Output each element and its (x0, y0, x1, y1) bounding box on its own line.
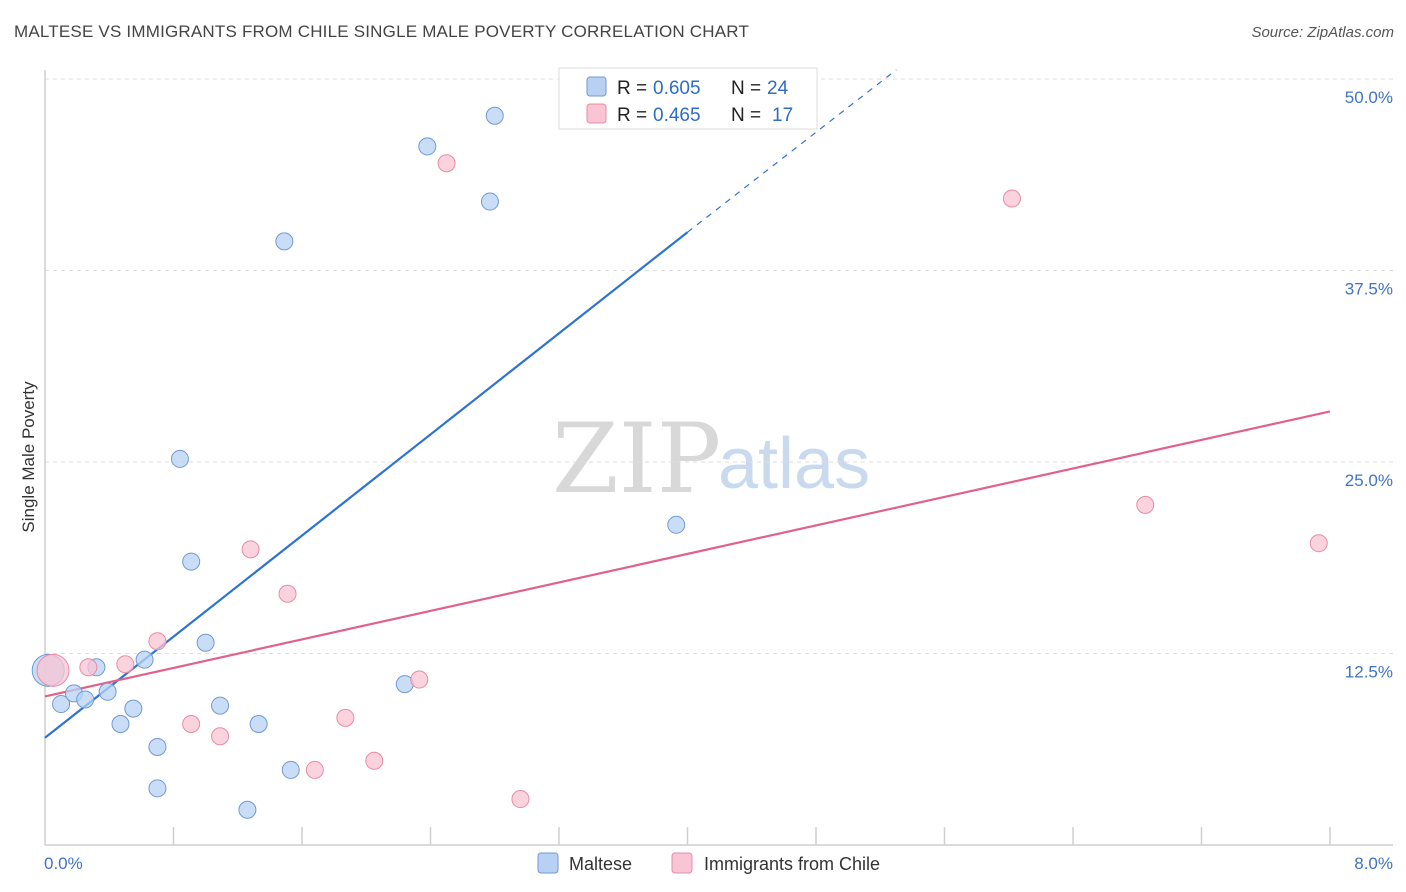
source-credit: Source: ZipAtlas.com (1251, 24, 1394, 41)
stats-r-label-chile: R = (617, 105, 647, 126)
point-maltese (135, 650, 154, 669)
chart-title: MALTESE VS IMMIGRANTS FROM CHILE SINGLE … (14, 22, 750, 41)
point-maltese (480, 192, 499, 211)
point-chile (1136, 495, 1155, 514)
point-chile (365, 751, 384, 770)
point-chile (305, 760, 324, 779)
point-chile (1002, 189, 1021, 208)
point-maltese (211, 696, 230, 715)
point-maltese (249, 714, 268, 733)
stats-swatch-chile (586, 103, 607, 124)
series-legend: Maltese Immigrants from Chile (537, 852, 880, 874)
x-tick-label-min: 0.0% (44, 854, 83, 873)
legend-label-chile: Immigrants from Chile (704, 854, 880, 874)
point-maltese (52, 695, 71, 714)
point-maltese (98, 682, 117, 701)
trend-lines (44, 69, 1331, 739)
legend-swatch-chile (671, 852, 693, 874)
point-maltese (76, 690, 95, 709)
y-tick-label: 25.0% (1345, 471, 1393, 490)
point-maltese (485, 106, 504, 125)
stats-n-label-maltese: N = (731, 78, 761, 99)
point-maltese (418, 137, 437, 156)
grid-lines (45, 78, 1393, 654)
point-maltese (667, 515, 686, 534)
point-maltese (148, 779, 167, 798)
watermark-atlas: atlas (718, 424, 870, 504)
point-maltese (170, 449, 189, 468)
point-chile (410, 670, 429, 689)
point-chile (241, 540, 260, 559)
point-maltese (111, 714, 130, 733)
stats-n-value-maltese: 24 (767, 78, 789, 99)
stats-n-value-chile: 17 (772, 105, 793, 126)
trend-line-chile (44, 410, 1331, 698)
point-chile (36, 653, 70, 687)
trend-line-extension (687, 69, 897, 233)
y-tick-labels: 12.5% 25.0% 37.5% 50.0% (1345, 88, 1393, 682)
point-chile (148, 632, 167, 651)
stats-box: R = 0.605 N = 24 R = 0.465 N = 17 (558, 67, 818, 130)
point-chile (278, 584, 297, 603)
legend-swatch-maltese (537, 852, 559, 874)
point-maltese (281, 760, 300, 779)
stats-swatch-maltese (586, 76, 607, 97)
point-maltese (275, 232, 294, 251)
point-maltese (182, 552, 201, 571)
stats-n-label-chile: N = (731, 105, 761, 126)
stats-r-value-chile: 0.465 (653, 105, 701, 126)
point-chile (511, 790, 530, 809)
trend-line-maltese (44, 231, 689, 739)
watermark-zip: ZIP (552, 403, 721, 515)
point-chile (336, 708, 355, 727)
point-chile (437, 154, 456, 173)
y-tick-label: 12.5% (1345, 663, 1393, 682)
legend-label-maltese: Maltese (569, 854, 632, 874)
point-chile (182, 714, 201, 733)
y-axis-label: Single Male Poverty (19, 381, 38, 533)
point-chile (211, 727, 230, 746)
x-axis-ticks (172, 827, 1331, 845)
stats-r-value-maltese: 0.605 (653, 78, 701, 99)
data-points (31, 106, 1328, 819)
point-chile (79, 658, 98, 677)
point-maltese (238, 800, 257, 819)
y-tick-label: 37.5% (1345, 280, 1393, 299)
point-chile (1309, 534, 1328, 553)
stats-r-label-maltese: R = (617, 78, 647, 99)
x-tick-label-max: 8.0% (1354, 854, 1393, 873)
y-tick-label: 50.0% (1345, 88, 1393, 107)
point-maltese (196, 633, 215, 652)
point-maltese (148, 737, 167, 756)
point-maltese (124, 699, 143, 718)
point-chile (116, 655, 135, 674)
